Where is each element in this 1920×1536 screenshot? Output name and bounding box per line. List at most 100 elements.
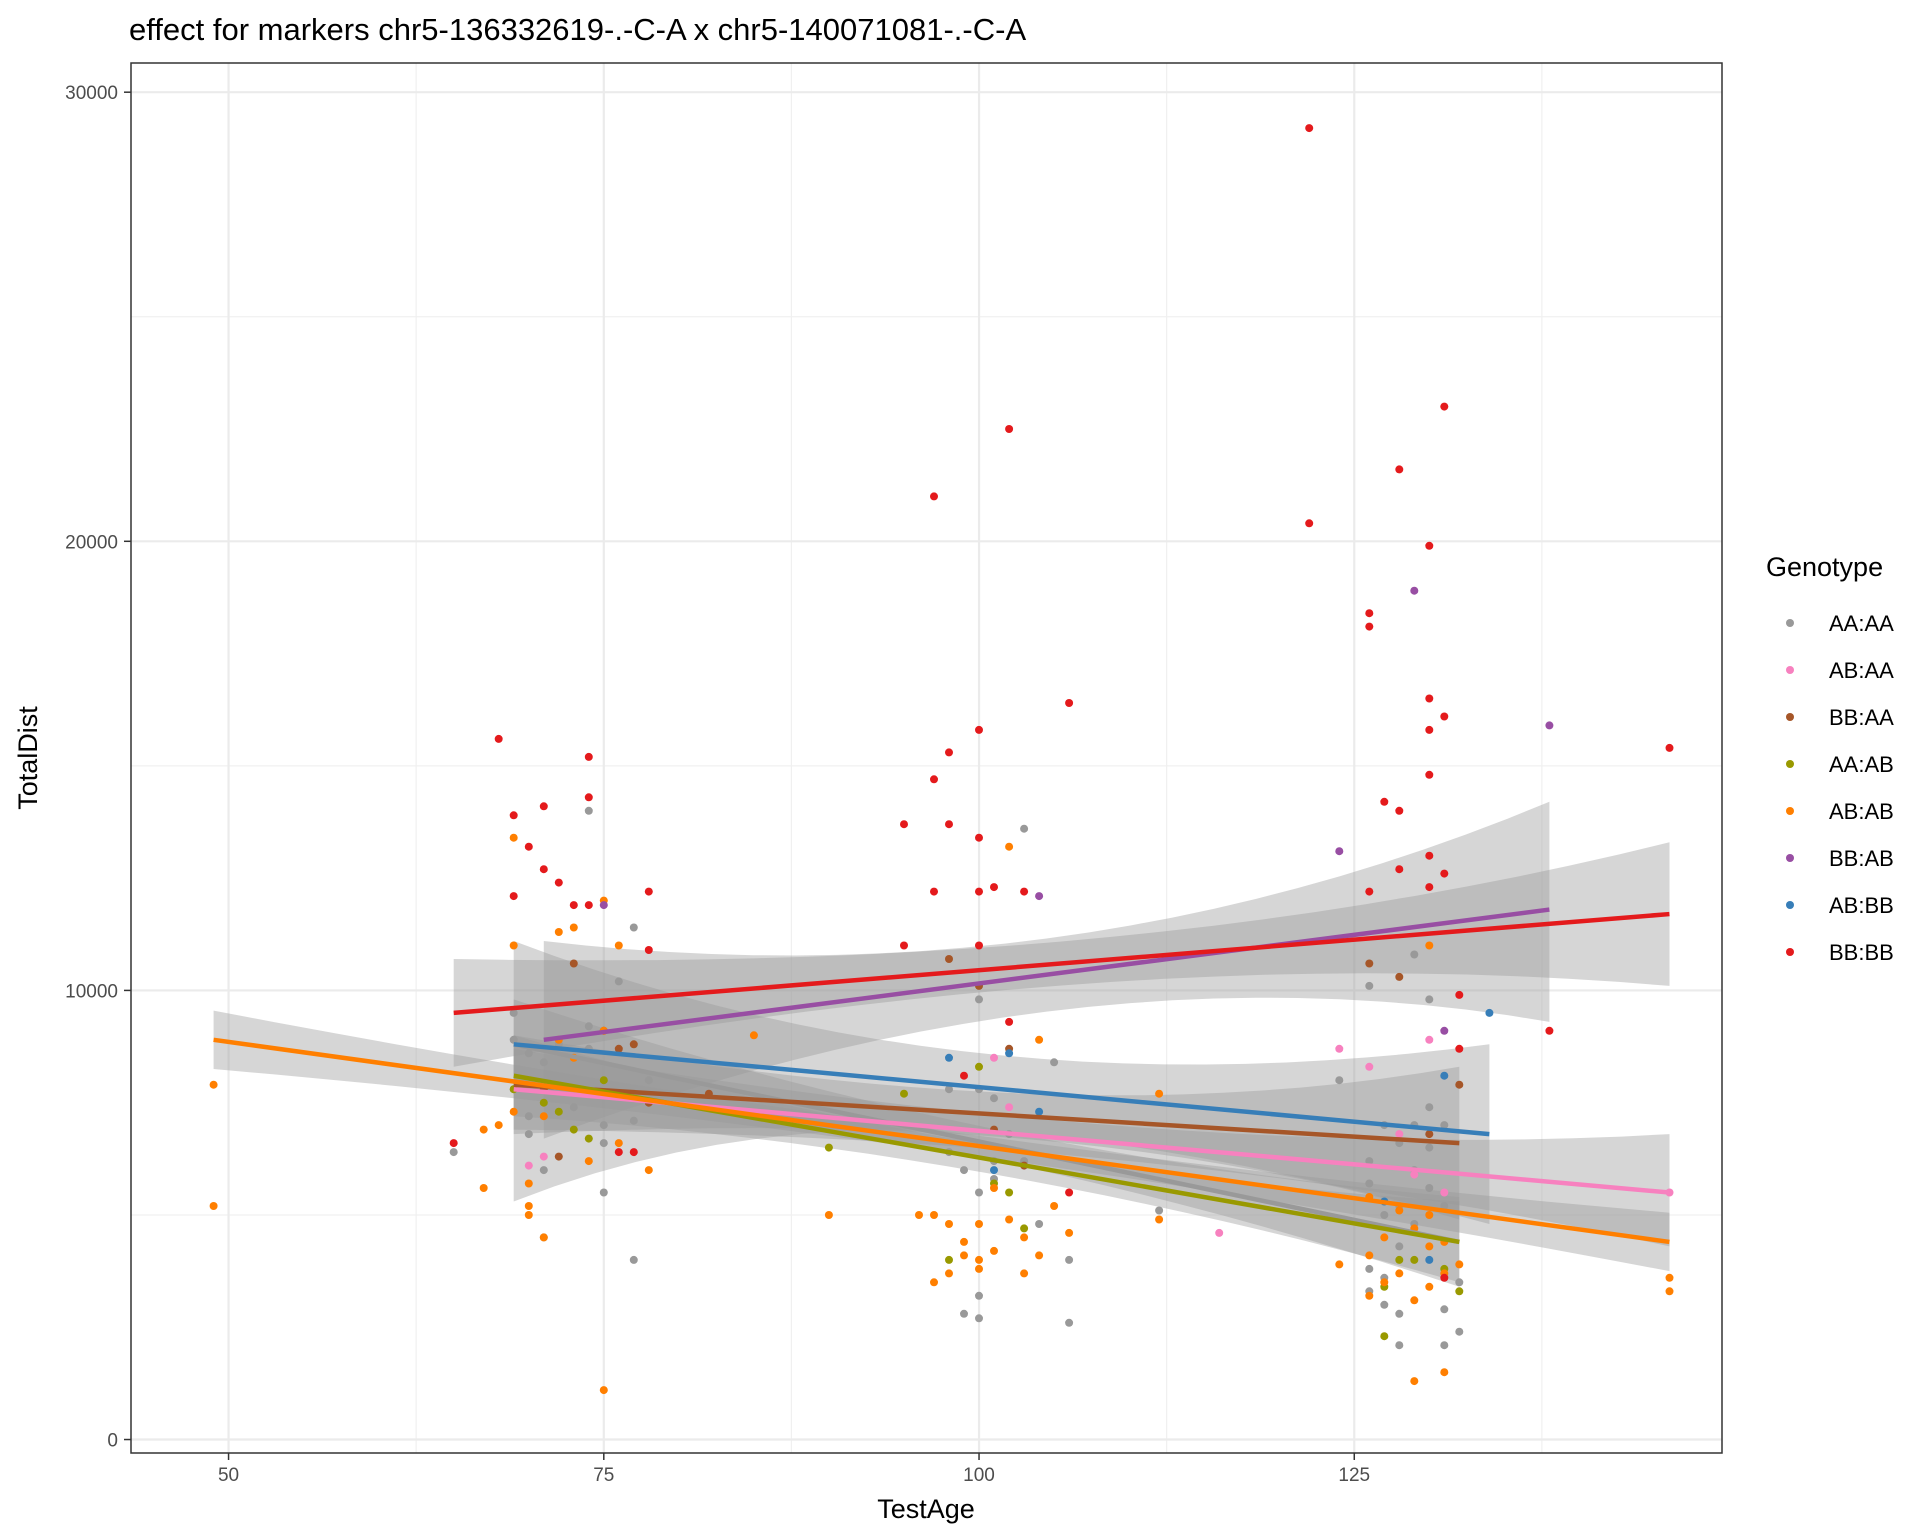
data-point — [644, 946, 653, 954]
data-point — [1440, 1026, 1449, 1035]
data-point — [900, 820, 908, 829]
legend-key — [1786, 901, 1794, 909]
data-point — [900, 1089, 908, 1098]
legend-label: BB:AA — [1829, 705, 1894, 730]
data-point — [990, 1246, 998, 1255]
data-point — [1440, 1273, 1449, 1282]
data-point — [524, 1130, 533, 1139]
legend-key — [1786, 807, 1794, 815]
data-point — [824, 1211, 833, 1219]
chart-title: effect for markers chr5-136332619-.-C-A … — [129, 12, 1026, 47]
data-point — [584, 901, 593, 910]
fit-line — [453, 911, 1670, 1016]
data-point — [1395, 1130, 1404, 1139]
data-point — [990, 1053, 998, 1062]
data-point — [479, 1125, 488, 1134]
data-point — [539, 1152, 548, 1161]
data-point — [1425, 995, 1434, 1004]
data-point — [1335, 1260, 1344, 1269]
data-point — [494, 734, 503, 743]
data-point — [960, 1237, 968, 1246]
data-point — [1425, 941, 1434, 950]
data-point — [1365, 1264, 1374, 1273]
confidence-band — [513, 1035, 1460, 1220]
x-tick-label: 75 — [593, 1465, 614, 1486]
data-point — [569, 959, 578, 968]
data-point — [975, 941, 983, 950]
legend-label: AA:AA — [1829, 611, 1894, 636]
data-point — [1005, 1049, 1014, 1058]
data-point — [990, 883, 998, 892]
data-point — [1440, 1202, 1449, 1210]
data-point — [1395, 465, 1404, 474]
data-point — [1455, 1278, 1464, 1287]
data-point — [1365, 887, 1374, 896]
data-point — [930, 775, 938, 784]
fit-line — [213, 1037, 1670, 1245]
data-point — [1005, 1103, 1014, 1112]
data-point — [569, 923, 578, 932]
data-point — [629, 1116, 638, 1125]
fit-line — [543, 907, 1550, 1043]
data-point — [599, 1188, 608, 1197]
data-point — [930, 492, 938, 501]
data-point — [1455, 1044, 1464, 1053]
data-point — [930, 1278, 938, 1287]
data-point — [1365, 1179, 1374, 1188]
data-point — [584, 1022, 593, 1031]
confidence-band — [543, 801, 1550, 1139]
data-point — [1425, 851, 1434, 860]
data-point — [539, 1058, 548, 1067]
fit-line — [513, 1042, 1490, 1137]
data-point — [584, 752, 593, 761]
legend-key — [1786, 619, 1794, 627]
data-point — [1305, 519, 1314, 528]
data-point — [1410, 1255, 1419, 1264]
x-axis-ticks: 50 75 100 125 — [218, 1453, 1370, 1486]
data-point — [1425, 1255, 1434, 1264]
data-point — [614, 977, 623, 986]
data-point — [1065, 699, 1074, 707]
data-point — [1440, 1071, 1449, 1080]
data-point — [1425, 694, 1434, 703]
data-point — [1005, 425, 1014, 433]
data-point — [614, 1139, 623, 1148]
data-point — [1335, 847, 1344, 856]
x-axis-title: TestAge — [877, 1494, 975, 1524]
data-point — [554, 1107, 563, 1116]
data-point — [975, 1188, 983, 1197]
data-point — [1425, 1242, 1434, 1251]
data-point — [584, 806, 593, 815]
data-point — [539, 1166, 548, 1175]
data-point — [1050, 1058, 1059, 1067]
data-point — [1020, 1269, 1029, 1278]
data-point — [629, 1148, 638, 1157]
data-point — [1020, 824, 1029, 833]
data-point — [975, 887, 983, 896]
y-tick-label: 0 — [107, 1431, 118, 1452]
data-point — [1440, 1341, 1449, 1350]
data-point — [945, 1269, 953, 1278]
data-point — [960, 1166, 968, 1175]
data-point — [1005, 1188, 1014, 1197]
data-point — [449, 1148, 458, 1157]
data-point — [1005, 1017, 1014, 1026]
data-point — [209, 1080, 218, 1089]
legend-key — [1786, 948, 1794, 956]
data-point — [975, 1062, 983, 1071]
data-point — [614, 1044, 623, 1053]
data-point — [1005, 842, 1014, 851]
data-point — [644, 1166, 653, 1175]
data-point — [524, 1211, 533, 1219]
data-point — [1365, 609, 1374, 618]
data-point — [584, 1157, 593, 1166]
data-point — [1425, 1035, 1434, 1044]
legend-key — [1786, 854, 1794, 862]
data-point — [524, 1202, 533, 1210]
data-point — [479, 1184, 488, 1192]
data-point — [1020, 887, 1029, 896]
data-point — [945, 1220, 953, 1228]
data-point — [1380, 1332, 1389, 1341]
data-point — [1365, 1291, 1374, 1300]
